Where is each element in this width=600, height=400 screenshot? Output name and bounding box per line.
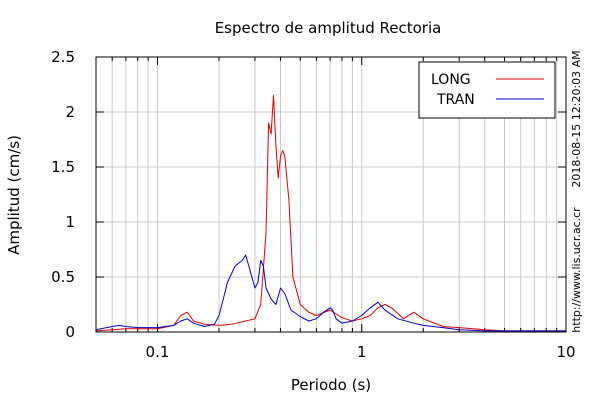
x-tick-label: 10 (556, 343, 575, 361)
y-tick-label: 2.5 (51, 48, 75, 66)
y-tick-label: 2 (65, 103, 75, 121)
y-axis-label: Amplitud (cm/s) (5, 135, 23, 255)
legend-label-tran: TRAN (436, 92, 475, 108)
source-url-annotation: http://www.lis.ucr.ac.cr (570, 207, 583, 333)
y-axis-ticks: 0 0.5 1 1.5 2 2.5 (51, 48, 566, 341)
legend-box (418, 61, 556, 119)
x-tick-label: 1 (357, 343, 367, 361)
y-tick-label: 0.5 (51, 268, 75, 286)
series-lines (95, 95, 566, 332)
plot-frame (95, 56, 567, 333)
y-tick-label: 1.5 (51, 158, 75, 176)
y-tick-label: 1 (65, 213, 75, 231)
legend: LONG TRAN (418, 61, 556, 119)
legend-label-long: LONG (431, 72, 471, 88)
timestamp-annotation: 2018-08-15 12:20:03 AM (570, 50, 583, 187)
x-tick-label: 0.1 (146, 343, 170, 361)
series-line-long (95, 95, 566, 332)
y-tick-label: 0 (65, 323, 75, 341)
x-axis-label: Periodo (s) (291, 376, 371, 394)
chart-title: Espectro de amplitud Rectoria (215, 19, 442, 37)
series-line-tran (95, 254, 566, 332)
